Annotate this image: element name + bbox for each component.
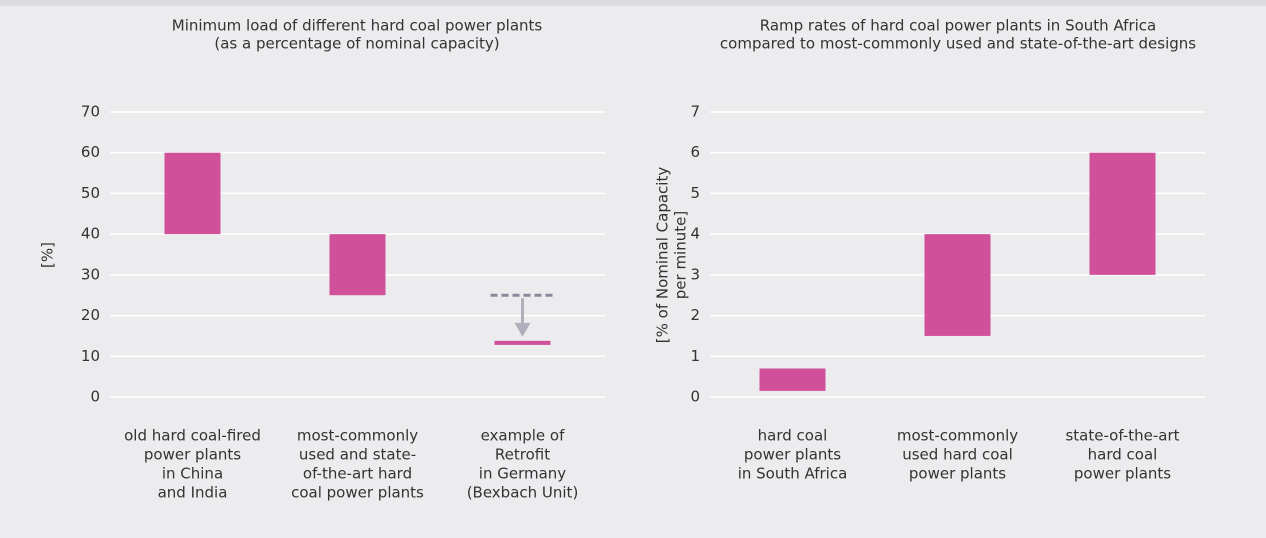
y-tick-label: 6 [690, 143, 700, 161]
x-tick-label: most-commonly [297, 427, 418, 445]
x-tick-label: coal power plants [291, 484, 424, 502]
y-tick-label: 0 [690, 388, 700, 406]
bar [494, 340, 551, 345]
x-tick-label: hard coal [758, 427, 828, 445]
chart-title: Ramp rates of hard coal power plants in … [760, 17, 1156, 35]
y-axis-title: [% of Nominal Capacity [654, 167, 672, 344]
y-tick-label: 7 [690, 103, 700, 121]
x-tick-label: in Germany [479, 465, 567, 483]
y-tick-label: 4 [690, 225, 700, 243]
top-strip [0, 0, 1266, 6]
y-tick-label: 10 [81, 347, 100, 365]
x-tick-label: example of [481, 427, 566, 445]
x-tick-label: Retrofit [495, 446, 550, 464]
x-tick-label: power plants [909, 465, 1006, 483]
chart-title: (as a percentage of nominal capacity) [214, 35, 499, 53]
x-tick-label: of-the-art hard [303, 465, 412, 483]
x-tick-label: most-commonly [897, 427, 1018, 445]
x-tick-label: hard coal [1088, 446, 1158, 464]
y-tick-label: 60 [81, 143, 100, 161]
bar [924, 234, 991, 336]
x-tick-label: old hard coal-fired [124, 427, 261, 445]
x-tick-label: used and state- [299, 446, 416, 464]
y-tick-label: 30 [81, 265, 100, 283]
x-tick-label: power plants [1074, 465, 1171, 483]
x-tick-label: and India [158, 484, 228, 502]
x-tick-label: in South Africa [738, 465, 848, 483]
y-tick-label: 2 [690, 306, 700, 324]
y-tick-label: 3 [690, 265, 700, 283]
chart-title: compared to most-commonly used and state… [720, 35, 1196, 53]
bar [164, 152, 221, 235]
bar [759, 368, 826, 391]
y-axis-title: [%] [39, 242, 57, 268]
bar [1089, 152, 1156, 275]
y-tick-label: 70 [81, 103, 100, 121]
y-tick-label: 1 [690, 347, 700, 365]
x-tick-label: (Bexbach Unit) [467, 484, 579, 502]
bar [329, 234, 386, 296]
y-tick-label: 20 [81, 306, 100, 324]
chart-title: Minimum load of different hard coal powe… [172, 17, 543, 35]
y-tick-label: 40 [81, 225, 100, 243]
y-axis-title: per minute] [672, 211, 690, 299]
y-tick-label: 0 [90, 388, 100, 406]
y-tick-label: 50 [81, 184, 100, 202]
x-tick-label: power plants [144, 446, 241, 464]
x-tick-label: in China [162, 465, 223, 483]
y-tick-label: 5 [690, 184, 700, 202]
arrow-head [514, 322, 531, 337]
x-tick-label: state-of-the-art [1065, 427, 1179, 445]
x-tick-label: power plants [744, 446, 841, 464]
x-tick-label: used hard coal [902, 446, 1013, 464]
